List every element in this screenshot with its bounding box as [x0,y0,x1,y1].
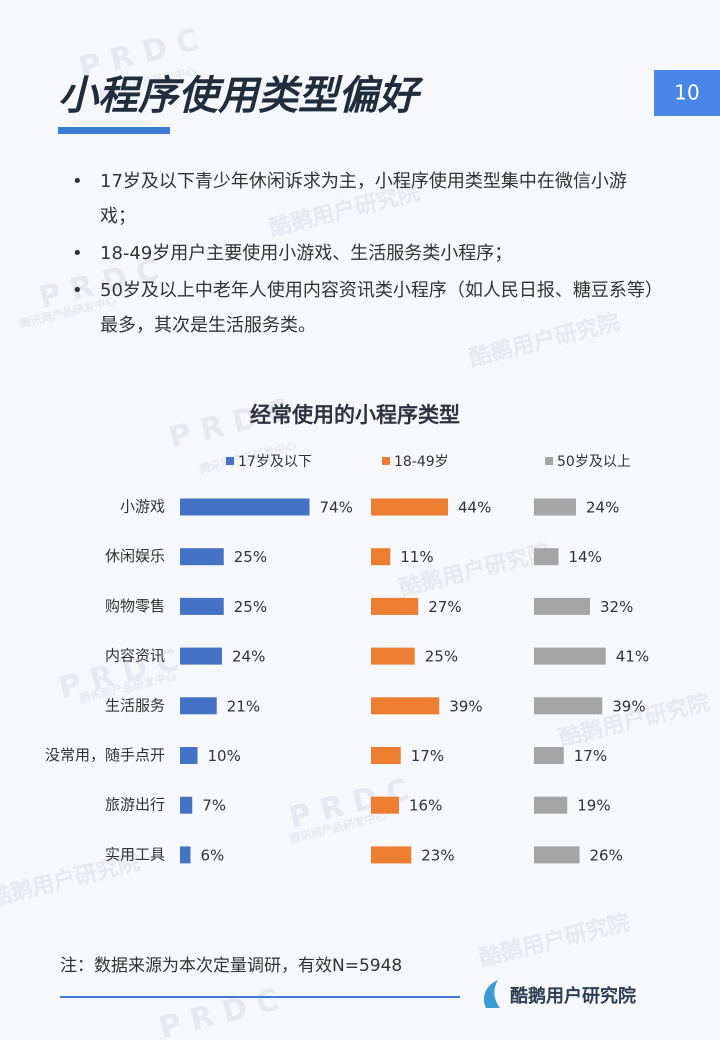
bar [371,846,412,864]
page-badge [654,70,720,116]
value-label: 25% [425,648,458,666]
value-label: 44% [458,499,491,517]
category-label: 没常用，随手点开 [45,746,165,764]
value-label: 41% [616,648,649,666]
category-label: 休闲娱乐 [105,547,165,565]
value-label: 27% [428,598,461,616]
bar [180,796,193,814]
bar [534,846,580,864]
title-underline [58,127,170,134]
value-label: 16% [409,797,442,815]
category-label: 实用工具 [105,845,165,863]
bar [534,647,606,665]
bar [180,697,217,715]
value-label: 32% [600,598,633,616]
bar [371,697,440,715]
bar [180,597,224,615]
value-label: 25% [234,548,267,566]
bullet: 18-49岁用户主要使用小游戏、生活服务类小程序； [72,236,662,271]
value-label: 14% [569,548,602,566]
watermark: 酷鹅用户研究院 [477,909,633,971]
bar [534,548,559,566]
bar [534,597,590,615]
value-label: 24% [232,648,265,666]
bar [371,796,399,814]
value-label: 23% [421,846,454,864]
brand: 酷鹅用户研究院 [510,985,636,1007]
bar [180,548,224,566]
value-label: 6% [201,846,225,864]
value-label: 11% [400,548,433,566]
legend-swatch [226,457,234,465]
bar [534,796,568,814]
value-label: 39% [612,697,645,715]
legend-label: 50岁及以上 [557,454,631,470]
legend-label: 17岁及以下 [238,454,312,470]
slide-title: 小程序使用类型偏好 [58,73,424,119]
bar [180,647,222,665]
category-label: 旅游出行 [105,796,165,814]
note: 注：数据来源为本次定量调研，有效N=5948 [60,956,402,976]
bar [371,548,391,566]
value-label: 21% [227,697,260,715]
watermark: PRDC [156,980,293,1040]
page-number: 10 [674,81,699,105]
value-label: 17% [574,747,607,765]
category-label: 生活服务 [105,696,165,714]
value-label: 10% [208,747,241,765]
bullet: 50岁及以上中老年人使用内容资讯类小程序（如人民日报、糖豆系等）最多，其次是生活… [72,273,662,343]
chart-title: 经常使用的小程序类型 [250,403,460,427]
value-label: 17% [411,747,444,765]
bar [371,747,401,764]
value-label: 39% [449,697,482,715]
value-label: 26% [590,846,623,864]
category-label: 购物零售 [105,597,165,615]
value-label: 7% [202,797,226,815]
value-label: 74% [320,499,353,517]
bar [180,846,191,864]
bar [534,498,576,516]
bar [180,498,310,516]
bar [371,597,419,615]
value-label: 24% [586,499,619,517]
bar [371,498,448,516]
category-label: 小游戏 [120,498,165,516]
bullet-list: 17岁及以下青少年休闲诉求为主，小程序使用类型集中在微信小游戏；18-49岁用户… [72,164,662,345]
bullet: 17岁及以下青少年休闲诉求为主，小程序使用类型集中在微信小游戏； [72,164,662,234]
bar [534,747,564,764]
bar [180,747,198,764]
value-label: 19% [577,797,610,815]
value-label: 25% [234,598,267,616]
category-label: 内容资讯 [105,647,165,665]
bar [534,697,603,715]
legend-swatch [545,457,553,465]
brand-logo [483,980,500,1008]
legend-swatch [382,457,390,465]
bar [371,647,415,665]
legend-label: 18-49岁 [394,454,449,470]
